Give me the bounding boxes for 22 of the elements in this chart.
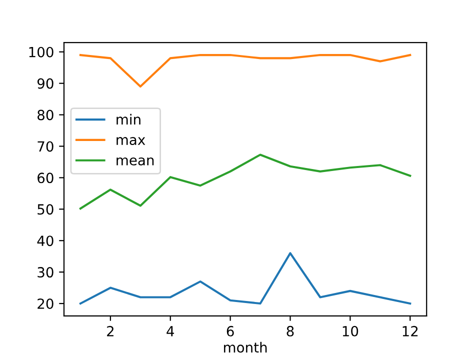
legend-label: mean — [116, 157, 154, 166]
x-tick-label: 6 — [226, 326, 234, 336]
line-series — [79, 252, 412, 305]
line-series — [79, 154, 412, 210]
y-tick-label: 60 — [38, 172, 54, 184]
y-tick-label: 100 — [29, 46, 54, 58]
x-tick-label: 2 — [107, 326, 114, 336]
x-tick-label: 4 — [166, 326, 174, 336]
y-tick-label: 80 — [38, 110, 54, 120]
y-tick-label: 90 — [37, 78, 54, 89]
x-tick-label: 10 — [342, 326, 358, 336]
x-axis-title: month — [224, 342, 267, 353]
legend-label: max — [116, 137, 146, 146]
x-tick-label: 8 — [286, 326, 294, 336]
line-series — [79, 54, 412, 88]
y-tick-label: 40 — [37, 236, 54, 246]
y-tick-label: 70 — [38, 141, 54, 152]
legend-label: min — [116, 114, 140, 124]
y-tick-label: 30 — [38, 267, 54, 278]
y-tick-label: 20 — [38, 298, 54, 309]
y-tick-label: 50 — [38, 204, 54, 215]
x-tick-label: 12 — [402, 326, 418, 336]
